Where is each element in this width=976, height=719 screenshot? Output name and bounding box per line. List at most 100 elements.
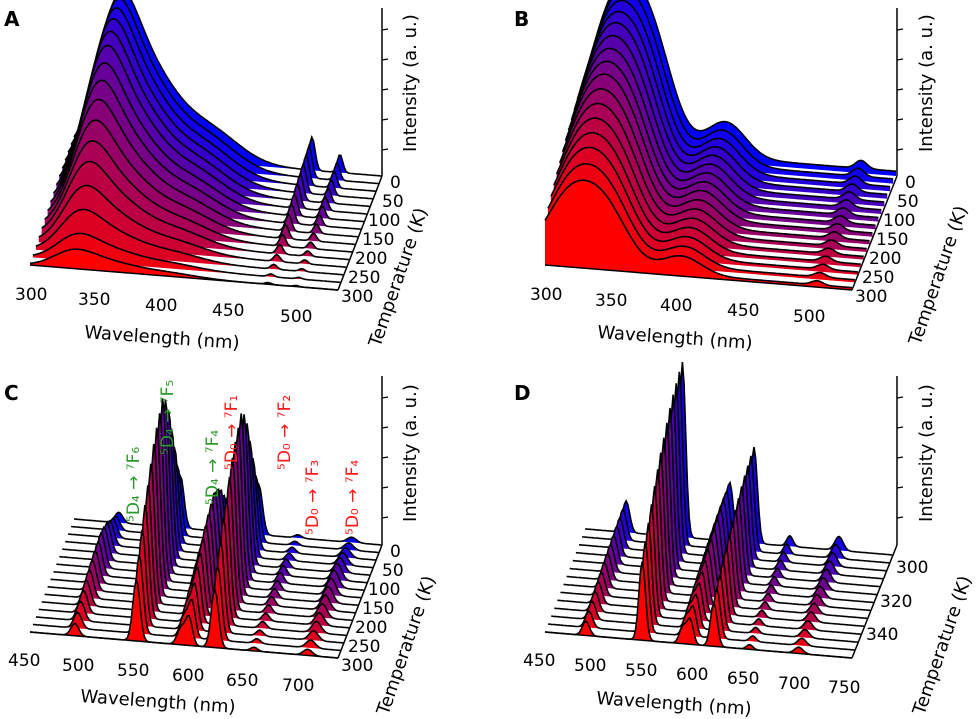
spectrum-line-a-280K xyxy=(32,232,341,284)
spectrum-line-b-160K xyxy=(564,73,873,234)
spectrum-line-a-200K xyxy=(44,139,353,253)
spectrum-line-b-20K xyxy=(585,0,894,180)
spectrum-line-b-280K xyxy=(547,163,855,281)
panel-b-y-tick-2: 50 xyxy=(897,192,919,212)
spectrum-line-d-338K xyxy=(554,504,862,635)
annotation-5d0-7f3: ⁵D₀ → ⁷F₃ xyxy=(303,460,323,535)
panel-a-x-tick-4: 450 xyxy=(212,301,244,321)
panel-b-y-tick-6: 250 xyxy=(862,268,894,288)
spectrum-fill-a-300K xyxy=(30,249,338,290)
panel-d-x-tick-3: 550 xyxy=(625,661,657,681)
panel-c-letter: C xyxy=(4,381,19,405)
panel-b-y-tick-3: 100 xyxy=(883,211,915,231)
panel-b-x-tick-5: 500 xyxy=(793,307,825,327)
spectrum-line-a-120K xyxy=(55,62,365,223)
panel-a-y-tick-1: 0 xyxy=(390,173,401,193)
panel-b-curves xyxy=(544,0,897,290)
annotation-5d0-7f4: ⁵D₀ → ⁷F₄ xyxy=(343,460,363,535)
spectrum-line-a-180K xyxy=(47,119,356,246)
panel-b-x-tick-2: 350 xyxy=(595,291,627,311)
spectrum-line-a-220K xyxy=(41,160,350,261)
panel-c: C 450 500 550 600 650 700 Wavelength (nm… xyxy=(4,376,440,719)
panel-c-x-tick-5: 650 xyxy=(226,671,258,691)
panel-a-x-title: Wavelength (nm) xyxy=(84,322,241,354)
panel-c-curves xyxy=(29,398,383,659)
spectrum-line-b-180K xyxy=(561,88,870,242)
spectrum-line-b-200K xyxy=(558,102,867,250)
spectrum-line-a-100K xyxy=(58,44,368,215)
annotation-5d4-7f5: ⁵D₄ → ⁷F₅ xyxy=(158,380,178,455)
spectrum-line-b-100K xyxy=(573,34,882,211)
panel-a-curves xyxy=(29,0,383,291)
panel-d: D 450 500 550 600 650 700 750 Wavelength… xyxy=(514,362,976,719)
spectrum-line-a-140K xyxy=(52,79,362,230)
panel-b-y-tick-5: 200 xyxy=(869,249,901,269)
spectrum-line-a-80K xyxy=(61,30,371,208)
spectrum-line-a-260K xyxy=(35,208,344,276)
spectrum-line-c-260K xyxy=(35,529,344,644)
panel-d-x-tick-5: 650 xyxy=(727,669,759,689)
panel-c-y-tick-6: 250 xyxy=(348,637,380,657)
panel-a-x-tick-5: 500 xyxy=(280,307,312,327)
spectrum-line-a-60K xyxy=(64,17,374,200)
panel-d-x-title: Wavelength (nm) xyxy=(596,688,753,719)
spectrum-line-b-60K xyxy=(579,10,888,196)
panel-b-y-tick-7: 300 xyxy=(855,287,887,307)
panel-b-z-ticks xyxy=(896,28,904,151)
annotation-5d4-7f6: ⁵D₄ → ⁷F₆ xyxy=(124,447,144,522)
spectrum-fill-b-300K xyxy=(545,180,852,290)
panel-b-x-tick-1: 300 xyxy=(530,285,562,305)
panel-c-y-tick-5: 200 xyxy=(355,618,387,638)
panel-d-x-tick-6: 700 xyxy=(778,674,810,694)
spectrum-line-b-260K xyxy=(550,146,858,273)
panel-d-x-tick-7: 750 xyxy=(828,678,860,698)
spectrum-line-b-80K xyxy=(576,21,885,203)
spectrum-line-a-240K xyxy=(38,184,347,268)
panel-c-y-tick-1: 0 xyxy=(390,542,401,562)
panel-c-x-tick-3: 550 xyxy=(117,661,149,681)
panel-a-x-axis xyxy=(29,264,339,291)
panel-d-y-axis xyxy=(851,544,898,659)
panel-d-y-tick-3: 340 xyxy=(866,625,898,645)
panel-a-letter: A xyxy=(4,7,20,31)
spectrum-line-b-40K xyxy=(582,0,891,188)
panel-a-y-tick-2: 50 xyxy=(382,192,404,212)
panel-c-x-tick-1: 450 xyxy=(8,651,40,671)
panel-b-x-axis xyxy=(544,264,853,291)
panel-a-z-ticks xyxy=(381,28,389,151)
panel-c-y-axis xyxy=(337,544,383,659)
spectrum-line-a-40K xyxy=(67,7,377,192)
panel-b-z-title: Intensity (a. u.) xyxy=(916,14,937,152)
spectrum-line-b-240K xyxy=(553,132,861,265)
spectrum-line-b-0K xyxy=(588,0,897,172)
spectrum-line-d-346K xyxy=(548,541,856,651)
panel-a-y-tick-4: 150 xyxy=(362,230,394,250)
panel-a: A 300 350 400 450 500 Wavelength (nm) 0 … xyxy=(4,0,432,354)
spectrum-line-a-0K xyxy=(73,0,383,177)
panel-b-y-axis xyxy=(851,175,898,291)
annotation-5d0-7f1: ⁵D₀ → ⁷F₁ xyxy=(222,395,242,470)
panel-b-letter: B xyxy=(514,7,529,31)
spectrum-fill-c-300K xyxy=(30,579,338,658)
panel-b-y-tick-1: 0 xyxy=(905,173,916,193)
panel-d-z-title: Intensity (a. u.) xyxy=(916,384,937,522)
panel-d-x-tick-2: 500 xyxy=(574,656,606,676)
spectrum-line-b-140K xyxy=(567,60,876,226)
panel-c-z-title: Intensity (a. u.) xyxy=(400,384,421,522)
panel-a-x-tick-2: 350 xyxy=(78,290,110,310)
panel-c-y-tick-3: 100 xyxy=(368,580,400,600)
panel-a-y-tick-3: 100 xyxy=(368,211,400,231)
panel-b-x-tick-4: 450 xyxy=(727,301,759,321)
panel-c-z-ticks xyxy=(381,396,389,519)
panel-d-y-title: Temperature (K) xyxy=(909,573,976,718)
spectrum-line-c-240K xyxy=(38,504,347,637)
panel-a-y-tick-7: 300 xyxy=(341,287,373,307)
panel-a-y-axis xyxy=(337,175,383,291)
panel-c-x-tick-6: 700 xyxy=(282,676,314,696)
panel-a-y-tick-5: 200 xyxy=(355,249,387,269)
spectrum-line-b-120K xyxy=(570,47,879,219)
panel-d-z-ticks xyxy=(896,396,904,519)
panel-b-y-tick-4: 150 xyxy=(876,230,908,250)
panel-d-y-tick-2: 320 xyxy=(880,592,912,612)
